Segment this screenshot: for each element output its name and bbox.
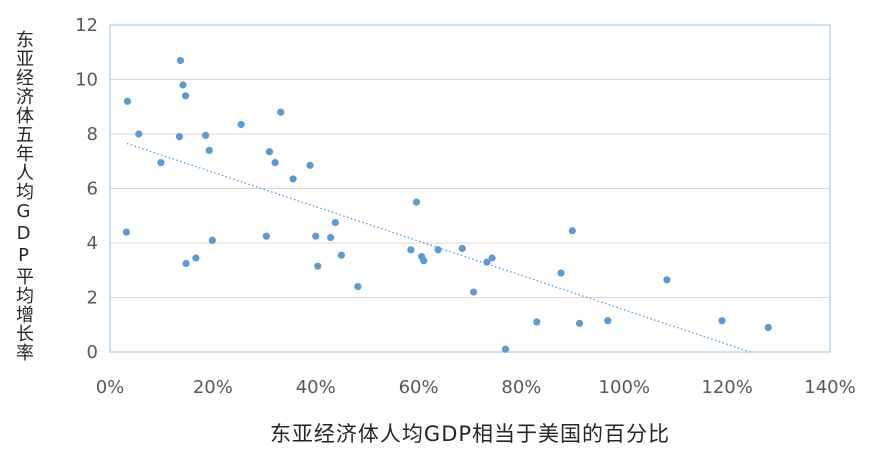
scatter-point bbox=[157, 159, 165, 167]
scatter-point bbox=[420, 257, 428, 265]
scatter-point bbox=[331, 218, 339, 227]
x-tick-label: 120% bbox=[701, 377, 752, 398]
scatter-point bbox=[312, 232, 320, 240]
scatter-point bbox=[412, 198, 421, 206]
y-tick-label: 2 bbox=[87, 288, 98, 309]
x-tick-label: 40% bbox=[296, 377, 336, 398]
scatter-point bbox=[192, 254, 200, 262]
scatter-point bbox=[123, 97, 132, 105]
scatter-point bbox=[501, 345, 510, 353]
scatter-point bbox=[314, 262, 322, 270]
scatter-point bbox=[262, 232, 270, 240]
scatter-point bbox=[604, 317, 612, 325]
scatter-point bbox=[289, 175, 297, 183]
plot-area-frame bbox=[109, 24, 831, 353]
y-tick-label: 12 bbox=[75, 15, 98, 36]
y-tick-label: 6 bbox=[87, 179, 98, 200]
scatter-point bbox=[483, 258, 491, 266]
scatter-point bbox=[179, 81, 187, 89]
scatter-point bbox=[237, 120, 245, 129]
y-tick-label: 10 bbox=[75, 70, 98, 91]
x-tick-label: 100% bbox=[599, 377, 650, 398]
scatter-point bbox=[533, 318, 541, 326]
scatter-point bbox=[202, 131, 210, 139]
y-axis-label-container: 东亚经济体五年人均GDP平均增长率 bbox=[6, 30, 40, 400]
scatter-point bbox=[175, 133, 184, 141]
x-tick-label: 0% bbox=[96, 377, 125, 398]
scatter-point bbox=[354, 283, 362, 291]
scatter-point bbox=[182, 92, 190, 100]
x-tick-label: 60% bbox=[399, 377, 439, 398]
y-axis-ticks: 0 2 4 6 8 10 12 bbox=[75, 15, 98, 363]
scatter-point bbox=[470, 288, 478, 296]
scatter-point bbox=[434, 246, 442, 254]
y-tick-label: 0 bbox=[87, 342, 98, 363]
x-tick-label: 80% bbox=[501, 377, 541, 398]
scatter-point bbox=[488, 254, 496, 262]
y-axis-label: 东亚经济体五年人均GDP平均增长率 bbox=[13, 30, 34, 362]
data-points bbox=[122, 56, 772, 353]
y-tick-label: 4 bbox=[87, 233, 98, 254]
scatter-point bbox=[265, 148, 274, 156]
scatter-point bbox=[271, 159, 279, 167]
scatter-point bbox=[182, 259, 190, 268]
scatter-point bbox=[568, 227, 576, 235]
x-tick-label: 140% bbox=[804, 377, 855, 398]
scatter-point bbox=[575, 319, 584, 327]
scatter-point bbox=[327, 233, 335, 242]
scatter-point bbox=[337, 251, 346, 259]
x-axis-ticks: 0% 20% 40% 60% 80% 100% 120% 140% bbox=[96, 377, 856, 398]
scatter-point bbox=[458, 244, 466, 253]
scatter-point bbox=[407, 246, 415, 254]
scatter-point bbox=[277, 108, 285, 116]
y-tick-label: 8 bbox=[87, 124, 98, 145]
scatter-point bbox=[176, 56, 185, 65]
gridlines bbox=[110, 24, 830, 353]
scatter-point bbox=[764, 323, 772, 332]
scatter-point bbox=[557, 269, 565, 277]
scatter-point bbox=[135, 130, 143, 138]
x-tick-label: 20% bbox=[193, 377, 233, 398]
scatter-point bbox=[718, 317, 726, 325]
scatter-point bbox=[306, 161, 314, 169]
scatter-point bbox=[122, 228, 131, 236]
scatter-point bbox=[663, 276, 671, 284]
x-axis-label: 东亚经济体人均GDP相当于美国的百分比 bbox=[269, 422, 671, 446]
scatter-point bbox=[208, 236, 216, 244]
scatter-point bbox=[205, 146, 213, 154]
